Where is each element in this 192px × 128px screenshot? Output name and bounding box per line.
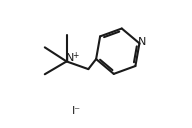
Text: N: N (66, 53, 74, 63)
Text: I⁻: I⁻ (72, 106, 81, 116)
Text: +: + (73, 51, 79, 60)
Text: N: N (138, 37, 146, 47)
